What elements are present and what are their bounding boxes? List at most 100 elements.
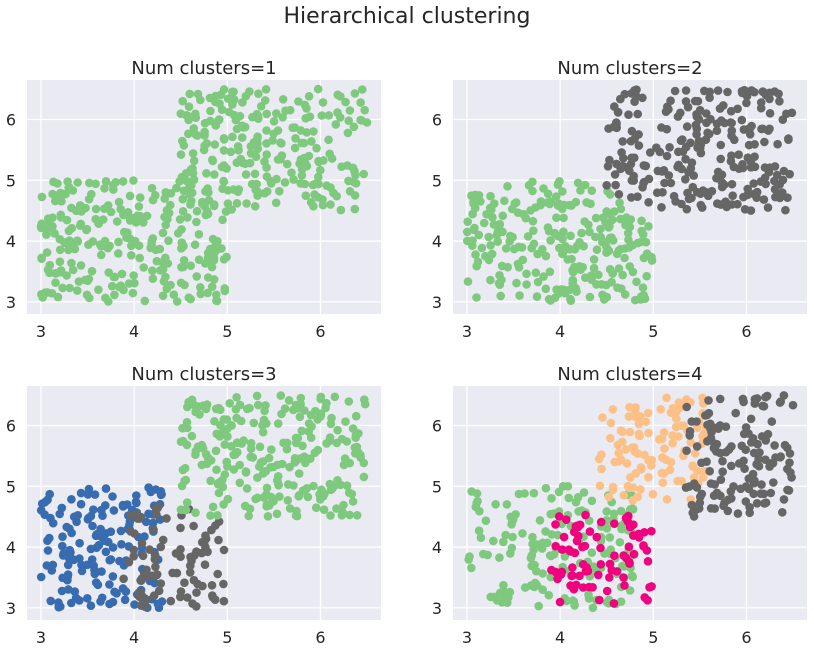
data-point [83,490,93,499]
data-point [677,421,686,431]
data-point [671,407,681,417]
data-point [686,138,695,148]
data-point [201,531,210,540]
data-point [144,483,153,492]
data-point [668,438,677,448]
data-point [161,188,170,197]
data-point [595,595,604,605]
data-point [573,178,583,188]
data-point [189,521,198,531]
data-point [580,180,590,190]
data-point [606,433,615,443]
data-point [641,417,651,427]
data-point [248,453,258,462]
data-point [92,543,101,552]
data-point [760,163,770,172]
data-point [759,402,769,411]
data-point [570,245,580,254]
data-point [486,191,495,201]
data-point [607,277,616,287]
data-point [541,251,551,261]
data-point [188,599,197,608]
data-point [508,532,517,542]
data-point [589,263,599,273]
data-point [575,238,584,247]
data-point [727,494,736,503]
data-point [309,127,318,136]
data-point [500,196,509,206]
data-point [530,560,539,570]
data-point [530,582,539,592]
data-point [162,206,172,215]
data-point [359,472,369,482]
data-point [198,401,208,411]
data-point [48,518,58,528]
data-point [588,603,598,613]
data-point [137,539,147,548]
data-point [280,178,290,187]
data-point [207,282,217,292]
data-point [475,506,484,516]
data-point [617,524,626,534]
scatter-points [36,391,370,612]
data-point [178,96,187,106]
data-point [322,439,331,448]
data-point [518,529,527,538]
data-point [498,587,508,596]
data-point [259,415,269,425]
data-point [116,526,126,536]
data-point [283,496,293,505]
data-point [555,597,565,607]
data-point [634,419,644,429]
data-point [627,89,636,98]
data-point [495,219,505,229]
data-point [252,179,261,189]
data-point [189,175,199,184]
data-point [775,97,784,106]
data-point [37,192,47,202]
data-point [617,284,626,293]
data-point [42,248,52,257]
data-point [703,128,712,138]
data-point [472,293,481,302]
data-point [665,143,674,152]
data-point [131,218,141,227]
data-point [214,535,223,545]
data-point [687,500,697,510]
data-point [136,512,146,522]
data-point [289,175,298,184]
data-point [295,159,304,168]
data-point [193,131,202,140]
data-point [538,245,547,254]
data-point [731,408,740,418]
data-point [327,413,336,423]
data-point [553,201,563,210]
data-point [324,111,334,120]
data-point [176,523,185,533]
data-point [692,417,701,426]
data-point [579,488,589,497]
data-point [568,275,578,285]
data-point [562,515,571,524]
data-point [81,203,90,213]
data-point [495,553,504,562]
data-point [282,159,292,169]
data-point [547,565,556,575]
data-point [274,481,283,490]
data-point [748,469,758,479]
data-point [596,560,606,569]
data-point [734,150,743,159]
data-point [770,176,779,186]
data-point [135,253,144,263]
data-point [245,403,254,413]
data-point [697,203,707,212]
data-point [43,265,53,275]
data-point [749,448,759,458]
data-point [129,545,138,555]
data-point [156,542,166,552]
data-point [269,129,278,139]
data-point [245,504,255,514]
data-point [736,484,745,494]
data-point [633,449,642,458]
